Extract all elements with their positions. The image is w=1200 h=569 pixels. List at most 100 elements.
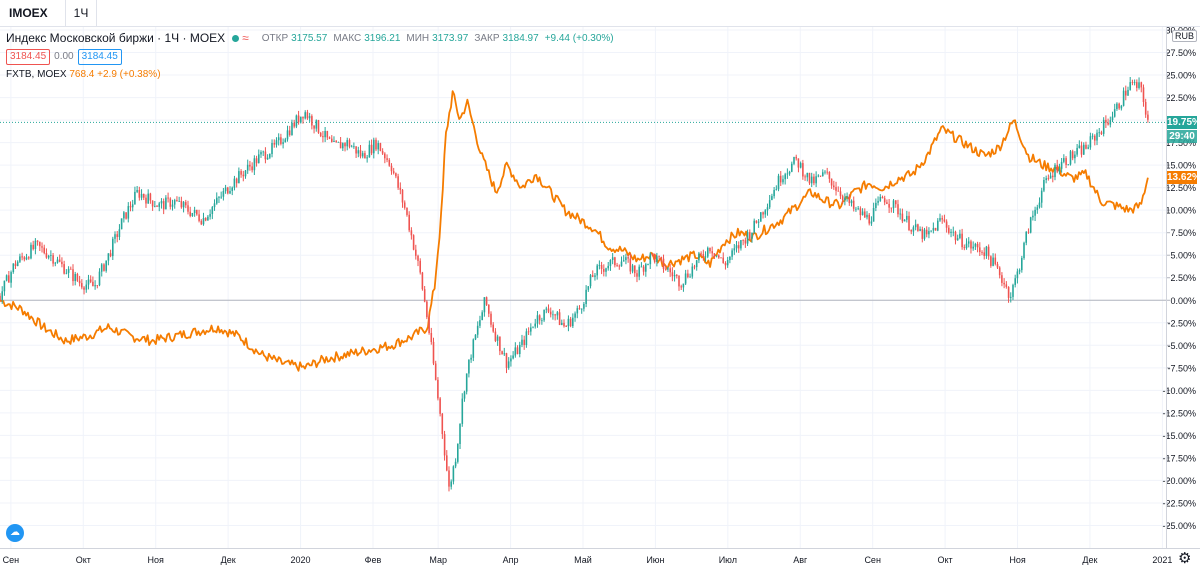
imoex-candle-body <box>773 190 775 197</box>
imoex-candle-body <box>1105 119 1107 123</box>
interval-selector[interactable]: 1Ч <box>66 0 97 26</box>
imoex-candle-body <box>919 229 921 231</box>
imoex-candle-body <box>1040 190 1043 203</box>
close-value: 3184.97 <box>502 32 539 44</box>
imoex-candle-body <box>837 190 840 192</box>
imoex-candle-body <box>872 208 875 222</box>
imoex-candle-body <box>934 227 937 231</box>
imoex-candle-body <box>129 206 132 208</box>
imoex-candle-body <box>729 256 731 260</box>
imoex-candle-body <box>1021 258 1023 271</box>
imoex-candle-body <box>388 159 391 166</box>
imoex-candle-body <box>1071 151 1074 159</box>
imoex-candle-body <box>1012 284 1014 297</box>
imoex-candle-body <box>709 247 711 252</box>
x-tick-label: 2020 <box>291 555 311 565</box>
imoex-candle-body <box>976 243 979 248</box>
bar-countdown-tag: 29:40 <box>1167 129 1197 143</box>
sell-price-button[interactable]: 3184.45 <box>6 49 51 65</box>
imoex-candle-body <box>762 212 764 215</box>
imoex-candle-body <box>138 190 141 198</box>
imoex-candle-body <box>50 255 52 256</box>
imoex-candle-body <box>664 268 667 270</box>
imoex-candle-body <box>808 172 811 184</box>
imoex-candle-body <box>841 196 844 200</box>
gear-icon[interactable]: ⚙ <box>1178 550 1192 567</box>
imoex-candle-body <box>196 210 198 215</box>
imoex-candle-body <box>171 204 174 207</box>
imoex-candle-body <box>328 137 331 139</box>
imoex-candle-body <box>614 257 616 266</box>
series-title[interactable]: Индекс Московской биржи · 1Ч · MOEX <box>6 31 226 45</box>
imoex-candle-body <box>3 280 6 292</box>
imoex-candle-body <box>300 116 302 123</box>
imoex-candle-body <box>981 252 983 253</box>
high-label: МАКС <box>333 32 362 44</box>
imoex-candle-body <box>640 266 643 268</box>
imoex-candle-body <box>631 265 634 272</box>
imoex-candle-body <box>594 275 596 277</box>
imoex-candle-body <box>211 207 214 214</box>
compare-legend[interactable]: FXTB, MOEX 768.4 +2.9 (+0.38%) <box>6 69 161 80</box>
imoex-candle-body <box>541 320 543 322</box>
imoex-candle-body <box>331 138 333 142</box>
imoex-candle-body <box>353 146 355 148</box>
imoex-candle-body <box>846 196 848 198</box>
imoex-candle-body <box>768 200 771 208</box>
imoex-candle-body <box>364 153 366 159</box>
imoex-candle-body <box>1087 147 1089 149</box>
reference-lines <box>0 121 1166 301</box>
open-label: ОТКР <box>261 32 289 44</box>
x-tick-label: Июл <box>719 555 737 565</box>
imoex-candle-body <box>1025 231 1027 243</box>
imoex-candle-body <box>899 213 901 215</box>
y-tick-label: 2.50% <box>1170 273 1196 283</box>
imoex-candle-body <box>822 172 824 177</box>
imoex-candle-body <box>680 286 682 288</box>
imoex-candle-body <box>368 144 371 158</box>
currency-label[interactable]: RUB <box>1172 30 1198 42</box>
imoex-candle-body <box>651 253 654 255</box>
imoex-candle-body <box>1127 89 1129 96</box>
imoex-candle-body <box>1060 161 1063 169</box>
x-tick-label: Фев <box>365 555 382 565</box>
buy-price-button[interactable]: 3184.45 <box>77 49 122 65</box>
imoex-candle-body <box>443 434 446 456</box>
imoex-candle-body <box>337 142 340 143</box>
imoex-candle-body <box>52 255 54 264</box>
imoex-candle-body <box>280 137 282 144</box>
imoex-candle-body <box>229 191 231 194</box>
imoex-candle-body <box>967 241 970 244</box>
imoex-candle-body <box>98 271 101 286</box>
imoex-candle-body <box>269 154 271 158</box>
imoex-candle-body <box>63 264 65 274</box>
imoex-candle-body <box>587 286 590 290</box>
symbol-search[interactable]: IMOEX <box>0 0 66 26</box>
imoex-candle-body <box>131 204 134 208</box>
imoex-candle-body <box>886 202 888 204</box>
imoex-candle-body <box>912 227 915 232</box>
imoex-candle-body <box>914 224 917 228</box>
imoex-candle-body <box>271 143 273 154</box>
imoex-candle-body <box>357 150 360 154</box>
imoex-candle-body <box>412 235 415 250</box>
imoex-candle-body <box>998 267 1001 276</box>
imoex-candle-body <box>673 275 676 277</box>
imoex-candle-body <box>1052 175 1054 178</box>
imoex-candle-body <box>1122 90 1125 106</box>
imoex-candle-body <box>434 363 437 380</box>
imoex-candle-body <box>1007 286 1010 298</box>
imoex-candle-body <box>286 130 289 140</box>
imoex-candle-body <box>463 391 466 399</box>
tradingview-logo-icon[interactable]: ☁ <box>6 524 24 542</box>
imoex-candle-body <box>428 317 430 333</box>
imoex-candle-body <box>384 153 386 159</box>
y-tick-label: 22.50% <box>1165 93 1196 103</box>
imoex-candle-body <box>417 255 419 261</box>
imoex-candle-body <box>342 143 344 149</box>
imoex-candle-body <box>700 253 702 255</box>
imoex-candle-body <box>963 247 966 249</box>
imoex-candle-body <box>532 326 534 328</box>
imoex-candle-body <box>961 233 963 248</box>
